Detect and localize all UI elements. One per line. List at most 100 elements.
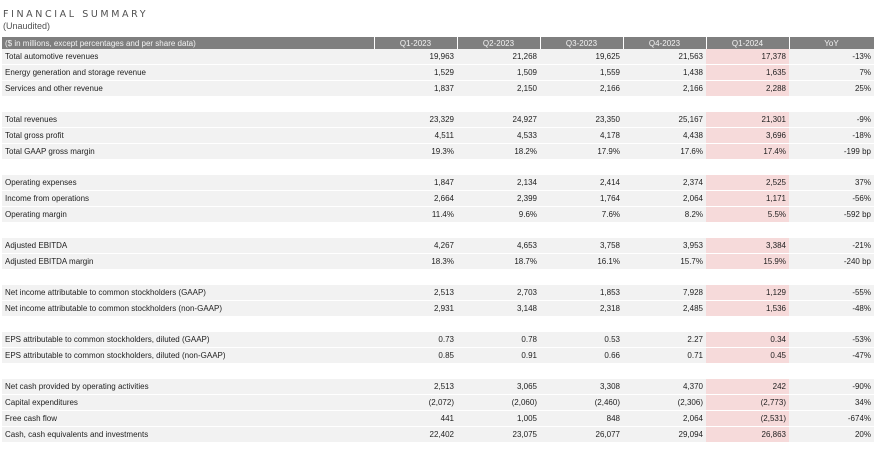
value-cell: -56% xyxy=(789,190,874,207)
group-spacer xyxy=(2,316,874,332)
column-header-q1-2023: Q1-2023 xyxy=(374,37,458,49)
table-row: Energy generation and storage revenue 1,5… xyxy=(2,64,874,81)
value-cell: 17.9% xyxy=(540,143,623,160)
value-cell: 18.2% xyxy=(457,143,540,160)
value-cell: 7.6% xyxy=(540,206,623,223)
value-cell: 848 xyxy=(540,410,623,427)
table-row: EPS attributable to common stockholders,… xyxy=(2,347,874,364)
value-cell: 1,837 xyxy=(374,80,457,97)
table-body: Total automotive revenues 19,963 21,268 19,… xyxy=(2,49,874,443)
row-label: Net income attributable to common stockh… xyxy=(2,300,374,317)
value-cell: 22,402 xyxy=(374,426,457,443)
highlighted-value-cell: 5.5% xyxy=(706,206,789,223)
value-cell: 4,511 xyxy=(374,127,457,144)
value-cell: 1,005 xyxy=(457,410,540,427)
highlighted-value-cell: 1,129 xyxy=(706,285,789,301)
value-cell: -53% xyxy=(789,332,874,348)
value-cell: 19,963 xyxy=(374,49,457,65)
row-label: Total revenues xyxy=(2,112,374,128)
row-label: Free cash flow xyxy=(2,410,374,427)
value-cell: 2,931 xyxy=(374,300,457,317)
highlighted-value-cell: 26,863 xyxy=(706,426,789,443)
row-label: Income from operations xyxy=(2,190,374,207)
value-cell: -592 bp xyxy=(789,206,874,223)
value-cell: 3,758 xyxy=(540,238,623,254)
value-cell: 1,438 xyxy=(623,64,706,81)
value-cell: 1,529 xyxy=(374,64,457,81)
value-cell: 2,134 xyxy=(457,175,540,191)
value-cell: -48% xyxy=(789,300,874,317)
value-cell: 1,847 xyxy=(374,175,457,191)
value-cell: 19,625 xyxy=(540,49,623,65)
highlighted-value-cell: (2,531) xyxy=(706,410,789,427)
value-cell: 4,533 xyxy=(457,127,540,144)
value-cell: -13% xyxy=(789,49,874,65)
value-cell: 0.66 xyxy=(540,347,623,364)
group-spacer xyxy=(2,96,874,112)
value-cell: 1,764 xyxy=(540,190,623,207)
column-header-q3-2023: Q3-2023 xyxy=(540,37,624,49)
value-cell: 21,268 xyxy=(457,49,540,65)
financial-summary-table: ($ in millions, except percentages and p… xyxy=(2,37,875,443)
column-header-yoy: YoY xyxy=(789,37,875,49)
row-label: Net income attributable to common stockh… xyxy=(2,285,374,301)
value-cell: 3,065 xyxy=(457,379,540,395)
value-cell: (2,072) xyxy=(374,394,457,411)
group-spacer xyxy=(2,222,874,238)
table-row: Total automotive revenues 19,963 21,268 19,… xyxy=(2,49,874,65)
row-label: Total GAAP gross margin xyxy=(2,143,374,160)
value-cell: 3,308 xyxy=(540,379,623,395)
highlighted-value-cell: 3,384 xyxy=(706,238,789,254)
value-cell: 8.2% xyxy=(623,206,706,223)
value-cell: 4,438 xyxy=(623,127,706,144)
value-cell: 4,178 xyxy=(540,127,623,144)
table-row: Cash, cash equivalents and investments 22… xyxy=(2,426,874,443)
table-row: Income from operations 2,664 2,399 1,764 2,0… xyxy=(2,190,874,207)
value-cell: 18.7% xyxy=(457,253,540,270)
value-cell: 2,150 xyxy=(457,80,540,97)
group-spacer xyxy=(2,363,874,379)
highlighted-value-cell: 2,525 xyxy=(706,175,789,191)
value-cell: 0.53 xyxy=(540,332,623,348)
row-label: Adjusted EBITDA margin xyxy=(2,253,374,270)
row-label: Total automotive revenues xyxy=(2,49,374,65)
value-cell: 4,653 xyxy=(457,238,540,254)
table-row: Total GAAP gross margin 19.3% 18.2% 17.9% 17… xyxy=(2,143,874,160)
value-cell: 4,267 xyxy=(374,238,457,254)
value-cell: 29,094 xyxy=(623,426,706,443)
value-cell: (2,460) xyxy=(540,394,623,411)
group-spacer-cell xyxy=(2,96,874,112)
page-subtitle: (Unaudited) xyxy=(3,21,51,31)
row-label: Operating margin xyxy=(2,206,374,223)
value-cell: 2,485 xyxy=(623,300,706,317)
table-row: Operating margin 11.4% 9.6% 7.6% 8.2% 5.5% -59… xyxy=(2,206,874,223)
row-label: Total gross profit xyxy=(2,127,374,144)
row-label: Net cash provided by operating activitie… xyxy=(2,379,374,395)
highlighted-value-cell: 1,171 xyxy=(706,190,789,207)
table-row: Adjusted EBITDA 4,267 4,653 3,758 3,953 3,384… xyxy=(2,238,874,254)
column-header-q4-2023: Q4-2023 xyxy=(623,37,707,49)
highlighted-value-cell: 3,696 xyxy=(706,127,789,144)
value-cell: 0.78 xyxy=(457,332,540,348)
table-row: Operating expenses 1,847 2,134 2,414 2,374 2,… xyxy=(2,175,874,191)
value-cell: 2,703 xyxy=(457,285,540,301)
table-header-row: ($ in millions, except percentages and p… xyxy=(2,37,875,49)
table-row: Adjusted EBITDA margin 18.3% 18.7% 16.1% 15.… xyxy=(2,253,874,270)
value-cell: 4,370 xyxy=(623,379,706,395)
value-cell: 3,953 xyxy=(623,238,706,254)
table-row: Total gross profit 4,511 4,533 4,178 4,438 3,… xyxy=(2,127,874,144)
highlighted-value-cell: 1,536 xyxy=(706,300,789,317)
value-cell: 17.6% xyxy=(623,143,706,160)
value-cell: 7% xyxy=(789,64,874,81)
value-cell: 2,374 xyxy=(623,175,706,191)
value-cell: 2,166 xyxy=(623,80,706,97)
value-cell: 25,167 xyxy=(623,112,706,128)
value-cell: 23,075 xyxy=(457,426,540,443)
value-cell: -240 bp xyxy=(789,253,874,270)
value-cell: 2,664 xyxy=(374,190,457,207)
row-label: Cash, cash equivalents and investments xyxy=(2,426,374,443)
highlighted-value-cell: 17.4% xyxy=(706,143,789,160)
table-row: Capital expenditures (2,072) (2,060) (2,460… xyxy=(2,394,874,411)
value-cell: (2,060) xyxy=(457,394,540,411)
value-cell: 1,509 xyxy=(457,64,540,81)
